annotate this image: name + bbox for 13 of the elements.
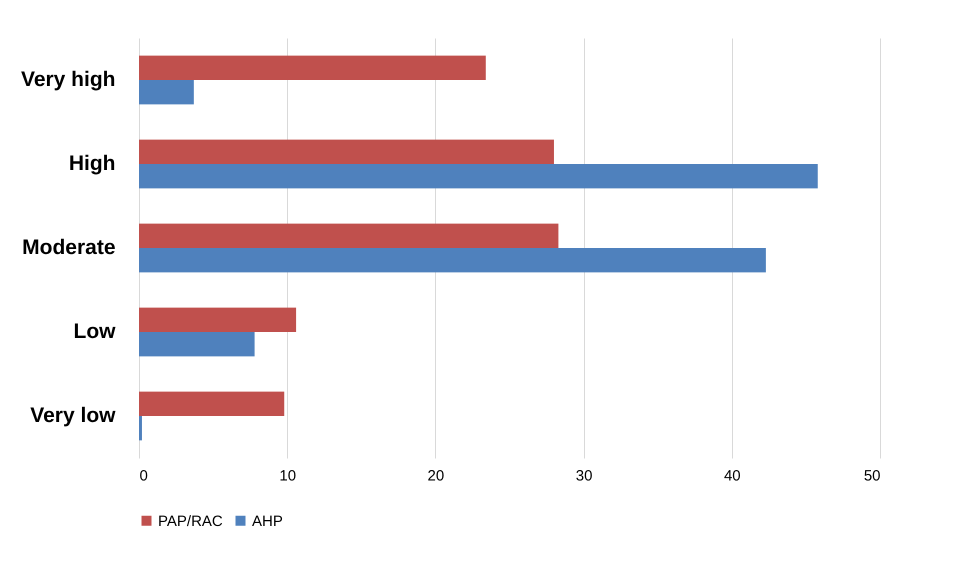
x-tick-label: 10 <box>279 468 296 484</box>
x-tick-label: 30 <box>576 468 592 484</box>
x-tick-label: 40 <box>724 468 741 484</box>
x-tick-label: 0 <box>140 468 148 484</box>
y-tick-label: Moderate <box>22 236 116 259</box>
x-tick-label: 20 <box>428 468 444 484</box>
y-tick-label: Low <box>74 320 116 343</box>
legend-label: AHP <box>252 512 283 530</box>
y-tick-label: Very high <box>20 68 116 91</box>
x-tick-label: 50 <box>864 468 880 484</box>
legend-label: PAP/RAC <box>158 512 223 530</box>
y-tick-label: Very low <box>30 404 116 427</box>
y-tick-label: High <box>68 152 116 175</box>
